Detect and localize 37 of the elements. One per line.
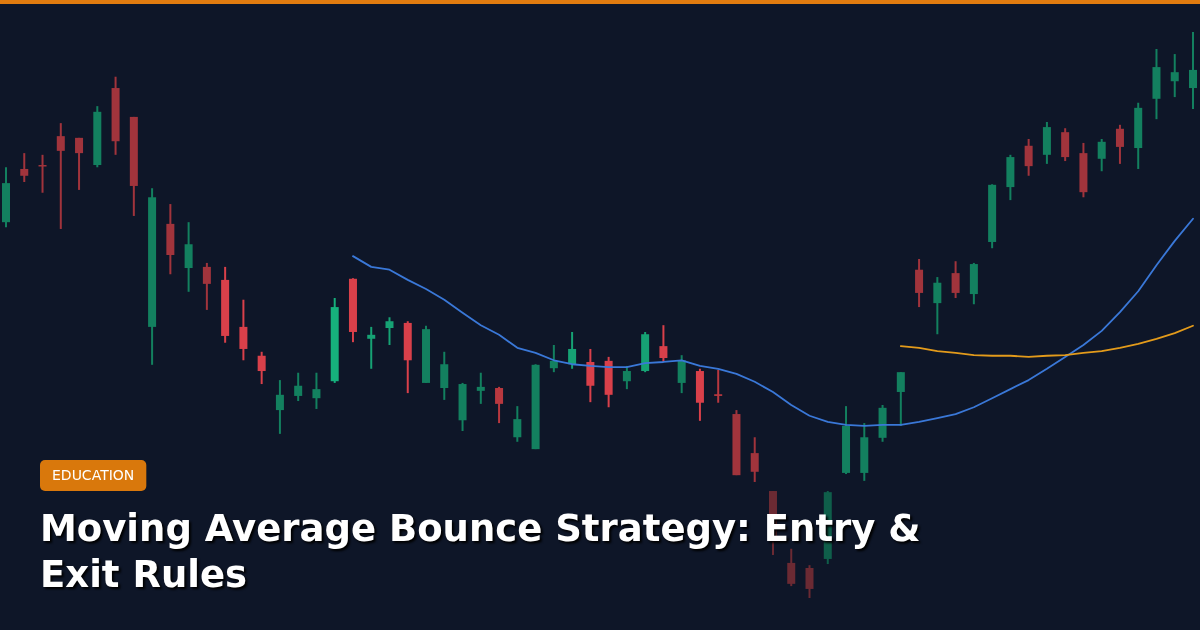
candlestick <box>677 354 686 395</box>
candlestick <box>513 405 522 443</box>
candlestick <box>951 260 960 300</box>
candlestick <box>1097 137 1106 173</box>
candlestick <box>294 371 303 403</box>
candlestick <box>239 298 248 362</box>
candlestick <box>440 350 449 401</box>
candlestick <box>1115 123 1124 165</box>
candlestick <box>1024 137 1033 177</box>
candlestick <box>915 257 924 309</box>
candlestick <box>20 152 29 183</box>
candlestick <box>312 371 321 410</box>
text: Moving Average Bounce Strategy: Entry & Exit Rules <box>40 507 921 596</box>
candlestick <box>568 330 577 370</box>
candlestick <box>549 344 558 374</box>
candlestick <box>56 122 65 230</box>
candlestick <box>476 371 485 405</box>
candlestick <box>896 371 905 427</box>
candlestick <box>385 316 394 346</box>
candlestick <box>184 221 193 293</box>
candlestick <box>805 564 814 599</box>
candlestick <box>659 324 668 363</box>
candlestick <box>586 347 595 404</box>
candlestick <box>257 350 266 386</box>
candlestick <box>714 368 723 404</box>
candlestick <box>1170 53 1179 99</box>
candlestick <box>275 379 284 435</box>
candlestick <box>38 153 47 194</box>
candlestick <box>750 436 759 483</box>
candlestick <box>933 276 942 336</box>
annotation: EDUCATION <box>52 467 135 483</box>
candlestick <box>787 547 796 588</box>
candlestick <box>202 261 211 311</box>
candlestick <box>495 385 504 425</box>
candlestick <box>367 325 376 370</box>
candlestick <box>1189 31 1197 110</box>
candlestick <box>75 136 84 191</box>
